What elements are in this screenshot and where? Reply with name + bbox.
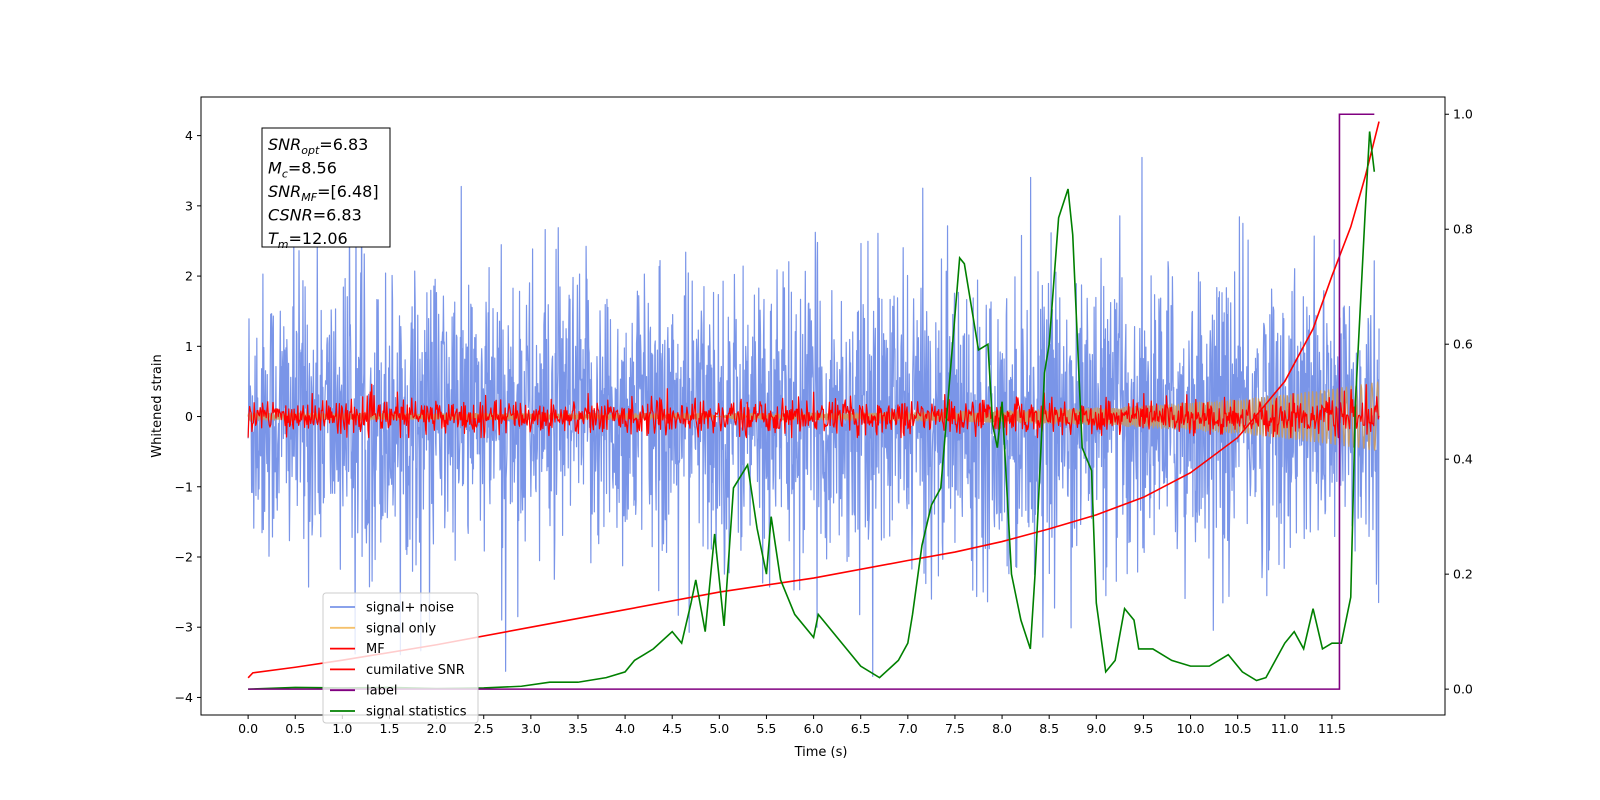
y-axis-ticks: 4 3 2 1 0 −1 −2 −3 −4 [175, 128, 201, 705]
x-tick-label: 11.5 [1318, 721, 1346, 736]
x-tick-label: 1.5 [380, 721, 400, 736]
annotation-frame [261, 127, 391, 248]
x-tick-label: 6.5 [851, 721, 871, 736]
y-tick-label: −2 [175, 549, 193, 564]
annotation-symbol: SNR [268, 182, 301, 201]
x-tick-label: 10.0 [1177, 721, 1205, 736]
x-tick-label: 8.5 [1039, 721, 1059, 736]
annotation-value: =6.83 [319, 135, 368, 154]
annotation-line: SNRopt=6.83 [268, 135, 368, 157]
annotation-symbol: SNR [268, 135, 301, 154]
x-tick-label: 9.5 [1133, 721, 1153, 736]
y-tick-label: 4 [185, 128, 193, 143]
annotation-symbol: CSNR [268, 206, 313, 225]
legend-frame [322, 592, 479, 724]
x-axis-ticks: 0.0 0.5 1.0 1.5 2.0 2.5 3.0 3.5 4.0 4.5 5.0 5.5 6.0 6… [238, 715, 1346, 736]
x-tick-label: 5.5 [757, 721, 777, 736]
y-tick-label: 0 [185, 409, 193, 424]
x-tick-label: 11.0 [1271, 721, 1299, 736]
y-tick-label: 1 [185, 339, 193, 354]
legend-label: signal+ noise [366, 601, 454, 616]
x-tick-label: 2.0 [427, 721, 447, 736]
y2-tick-label: 0.0 [1453, 682, 1473, 697]
x-tick-label: 10.5 [1224, 721, 1252, 736]
annotation-line: SNRMF=[6.48] [268, 182, 379, 204]
y2-tick-label: 0.2 [1453, 567, 1473, 582]
y2-tick-label: 0.8 [1453, 222, 1473, 237]
x-tick-label: 2.5 [474, 721, 494, 736]
x-tick-label: 4.5 [662, 721, 682, 736]
y-tick-label: 3 [185, 198, 193, 213]
axes-frame [200, 96, 1446, 716]
x-tick-label: 4.0 [615, 721, 635, 736]
annotation-value: =8.56 [288, 159, 337, 178]
series-line-label [248, 113, 1375, 690]
annotation-subscript: c [282, 168, 288, 181]
annotation-line: Tm=12.06 [268, 229, 348, 251]
x-tick-label: 8.0 [992, 721, 1012, 736]
y2-axis-ticks: 1.0 0.8 0.6 0.4 0.2 0.0 [1445, 107, 1473, 697]
x-tick-label: 0.5 [285, 721, 305, 736]
annotation-value: =[6.48] [317, 182, 379, 201]
annotation-line: Mc=8.56 [268, 159, 337, 181]
legend-label: signal statistics [366, 705, 467, 720]
legend-label: label [366, 684, 397, 699]
y-tick-label: 2 [185, 269, 193, 284]
annotation-symbol: T [268, 229, 279, 248]
y-axis-label: Whitened strain [150, 354, 165, 457]
annotation-subscript: MF [301, 191, 317, 204]
y2-tick-label: 0.6 [1453, 337, 1473, 352]
x-tick-label: 7.0 [898, 721, 918, 736]
series-line-signal-statistics [248, 131, 1376, 690]
annotation-lines: SNRopt=6.83Mc=8.56SNRMF=[6.48]CSNR=6.83T… [268, 135, 379, 251]
series-line-mf [247, 383, 1380, 439]
x-tick-label: 3.0 [521, 721, 541, 736]
x-tick-label: 9.0 [1086, 721, 1106, 736]
y-tick-label: −3 [175, 620, 193, 635]
x-tick-label: 3.5 [568, 721, 588, 736]
legend-label: cumilative SNR [366, 663, 465, 678]
annotation-symbol: M [268, 159, 282, 178]
annotation-box: SNRopt=6.83Mc=8.56SNRMF=[6.48]CSNR=6.83T… [261, 127, 391, 251]
annotation-line: CSNR=6.83 [268, 206, 362, 225]
x-tick-label: 6.0 [804, 721, 824, 736]
x-tick-label: 7.5 [945, 721, 965, 736]
x-tick-label: 1.0 [332, 721, 352, 736]
legend-items: signal+ noise signal only MF cumilative SNR… [330, 601, 467, 720]
y-tick-label: −4 [175, 690, 193, 705]
legend-label: MF [366, 642, 385, 657]
annotation-subscript: opt [301, 144, 320, 157]
x-axis-label: Time (s) [794, 745, 848, 760]
annotation-subscript: m [278, 238, 289, 251]
x-tick-label: 0.0 [238, 721, 258, 736]
annotation-value: =12.06 [289, 229, 348, 248]
legend-label: signal only [366, 621, 436, 636]
annotation-value: =6.83 [313, 206, 362, 225]
legend: signal+ noise signal only MF cumilative SNR… [322, 592, 479, 724]
y2-tick-label: 1.0 [1453, 107, 1473, 122]
x-tick-label: 5.0 [709, 721, 729, 736]
y-tick-label: −1 [175, 479, 193, 494]
y2-tick-label: 0.4 [1453, 452, 1473, 467]
